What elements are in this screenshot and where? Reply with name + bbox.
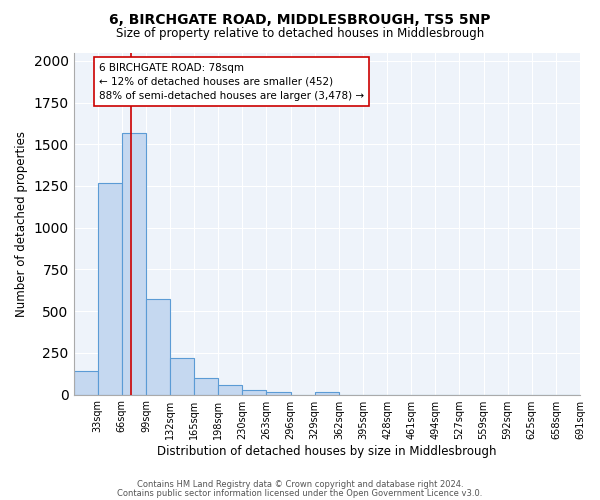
- Text: 6, BIRCHGATE ROAD, MIDDLESBROUGH, TS5 5NP: 6, BIRCHGATE ROAD, MIDDLESBROUGH, TS5 5N…: [109, 12, 491, 26]
- Y-axis label: Number of detached properties: Number of detached properties: [15, 130, 28, 316]
- Bar: [266, 392, 290, 394]
- Bar: [242, 390, 266, 394]
- Bar: [146, 300, 170, 394]
- Bar: [122, 132, 146, 394]
- Bar: [315, 392, 339, 394]
- Text: Contains public sector information licensed under the Open Government Licence v3: Contains public sector information licen…: [118, 488, 482, 498]
- Bar: [170, 358, 194, 395]
- Text: Size of property relative to detached houses in Middlesbrough: Size of property relative to detached ho…: [116, 28, 484, 40]
- Bar: [194, 378, 218, 394]
- Bar: [218, 386, 242, 394]
- Text: Contains HM Land Registry data © Crown copyright and database right 2024.: Contains HM Land Registry data © Crown c…: [137, 480, 463, 489]
- Bar: [74, 371, 98, 394]
- X-axis label: Distribution of detached houses by size in Middlesbrough: Distribution of detached houses by size …: [157, 444, 497, 458]
- Text: 6 BIRCHGATE ROAD: 78sqm
← 12% of detached houses are smaller (452)
88% of semi-d: 6 BIRCHGATE ROAD: 78sqm ← 12% of detache…: [99, 62, 364, 100]
- Bar: [98, 182, 122, 394]
